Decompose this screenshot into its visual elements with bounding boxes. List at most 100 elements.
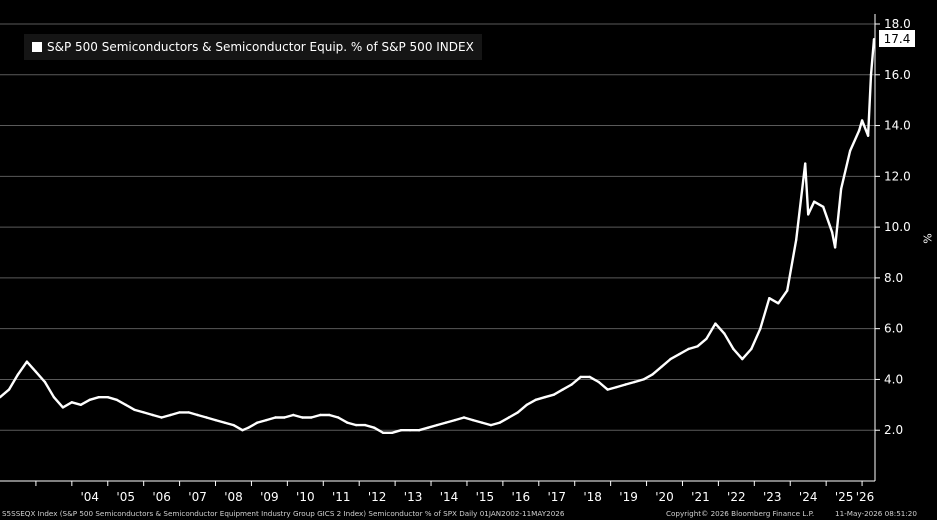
data-point bbox=[310, 416, 313, 419]
data-point bbox=[328, 413, 331, 417]
x-tick-label: '18 bbox=[583, 490, 602, 504]
x-tick-label: '12 bbox=[368, 490, 387, 504]
data-point bbox=[444, 421, 448, 424]
y-tick-label: 14.0 bbox=[884, 119, 911, 133]
data-point bbox=[714, 322, 717, 325]
data-point bbox=[337, 416, 340, 419]
data-point bbox=[848, 149, 852, 153]
axes bbox=[0, 14, 880, 486]
data-point bbox=[642, 378, 645, 381]
line-chart: 2.0 4.0 6.0 8.0 10.0 12.0 14.0 16.0 18.0 '04 '05 '0… bbox=[0, 14, 911, 504]
x-tick-label: '05 bbox=[116, 490, 135, 504]
data-point bbox=[552, 393, 555, 396]
data-point bbox=[786, 289, 789, 292]
data-point bbox=[813, 200, 816, 203]
data-point bbox=[525, 403, 528, 406]
tick-labels: 2.0 4.0 6.0 8.0 10.0 12.0 14.0 16.0 18.0 '04 '05 '0… bbox=[81, 17, 911, 504]
data-point bbox=[381, 431, 385, 434]
legend-swatch bbox=[32, 42, 42, 52]
data-point bbox=[705, 337, 708, 340]
data-point bbox=[178, 411, 181, 414]
data-point bbox=[732, 347, 735, 351]
data-point bbox=[588, 375, 591, 379]
data-point bbox=[795, 238, 798, 241]
data-point bbox=[292, 413, 295, 417]
data-point bbox=[247, 426, 250, 429]
data-point bbox=[79, 403, 83, 406]
data-point bbox=[223, 421, 226, 424]
data-point bbox=[0, 396, 2, 399]
x-tick-label: '23 bbox=[763, 490, 782, 504]
data-point bbox=[561, 388, 564, 391]
series-layer bbox=[0, 38, 876, 434]
data-point bbox=[355, 423, 358, 427]
data-point bbox=[426, 426, 430, 429]
data-point bbox=[857, 129, 861, 132]
data-point bbox=[453, 418, 457, 422]
legend-label: S&P 500 Semiconductors & Semiconductor E… bbox=[47, 40, 474, 54]
x-tick-label: '04 bbox=[81, 490, 100, 504]
data-point bbox=[205, 416, 208, 419]
last-value-badge: 17.4 bbox=[879, 30, 915, 47]
data-point bbox=[319, 413, 322, 417]
data-point bbox=[256, 421, 259, 424]
data-point bbox=[579, 375, 582, 379]
x-tick-label: '22 bbox=[727, 490, 746, 504]
x-tick-label: '24 bbox=[799, 490, 818, 504]
x-tick-label: '09 bbox=[260, 490, 279, 504]
footer-source: S5SSEQX Index (S&P 500 Semiconductors & … bbox=[2, 509, 565, 518]
x-tick-label: '17 bbox=[547, 490, 566, 504]
y-tick-label: 12.0 bbox=[884, 169, 911, 183]
data-point bbox=[274, 416, 277, 419]
legend: S&P 500 Semiconductors & Semiconductor E… bbox=[24, 34, 482, 60]
x-tick-label: '13 bbox=[404, 490, 423, 504]
data-point bbox=[16, 373, 20, 376]
footer-copyright: Copyright© 2026 Bloomberg Finance L.P. bbox=[666, 509, 815, 518]
data-point bbox=[860, 119, 864, 122]
data-point bbox=[777, 302, 780, 305]
data-point bbox=[151, 413, 154, 417]
data-point bbox=[373, 426, 376, 429]
data-point bbox=[301, 416, 304, 419]
data-point bbox=[597, 380, 600, 384]
data-point bbox=[265, 418, 268, 422]
data-point bbox=[52, 396, 56, 399]
data-point bbox=[822, 205, 825, 208]
data-point bbox=[34, 370, 38, 373]
x-tick-label: '26 bbox=[856, 490, 875, 504]
data-point bbox=[283, 416, 286, 419]
data-point bbox=[480, 421, 484, 424]
data-point bbox=[106, 396, 110, 399]
data-point bbox=[723, 332, 726, 335]
data-point bbox=[214, 418, 217, 422]
data-point bbox=[543, 396, 546, 399]
x-tick-label: '15 bbox=[476, 490, 495, 504]
x-tick-label: '11 bbox=[332, 490, 351, 504]
y-tick-label: 10.0 bbox=[884, 220, 911, 234]
y-tick-label: 6.0 bbox=[884, 322, 903, 336]
x-tick-label: '20 bbox=[655, 490, 674, 504]
data-point bbox=[142, 411, 145, 414]
data-point bbox=[687, 347, 690, 351]
data-point bbox=[570, 383, 573, 386]
x-tick-label: '14 bbox=[440, 490, 459, 504]
data-point bbox=[390, 431, 394, 434]
data-point bbox=[750, 347, 753, 351]
data-point bbox=[435, 423, 439, 427]
data-point bbox=[498, 421, 502, 424]
data-point bbox=[669, 357, 672, 361]
data-point bbox=[88, 398, 92, 401]
data-point bbox=[7, 388, 11, 391]
data-point bbox=[70, 401, 74, 404]
series-line bbox=[0, 39, 876, 434]
data-point bbox=[489, 423, 493, 427]
y-tick-label: 2.0 bbox=[884, 423, 903, 437]
x-tick-label: '06 bbox=[152, 490, 171, 504]
data-point bbox=[133, 408, 136, 412]
data-point bbox=[43, 380, 47, 384]
data-point bbox=[624, 383, 627, 386]
x-tick-label: '25 bbox=[835, 490, 854, 504]
y-tick-label: 18.0 bbox=[884, 17, 911, 31]
gridlines bbox=[0, 23, 875, 431]
x-tick-label: '07 bbox=[188, 490, 207, 504]
